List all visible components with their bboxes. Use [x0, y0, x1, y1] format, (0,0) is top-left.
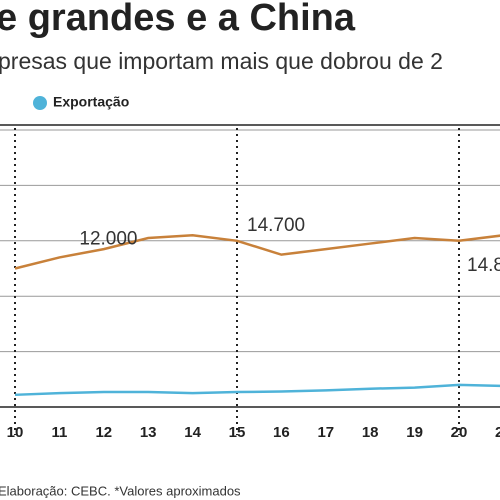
x-tick-label: 14: [184, 424, 201, 441]
chart-subtitle: presas que importam mais que dobrou de 2: [0, 48, 443, 74]
source: Elaboração: CEBC. *Valores aproximados: [0, 483, 241, 498]
x-tick-label: 11: [51, 424, 67, 441]
series-line: [14, 383, 500, 397]
x-tick-label: 20: [451, 424, 468, 441]
x-tick-label: 17: [317, 424, 334, 441]
annotation: 14.700: [247, 215, 305, 236]
series-line: [14, 234, 500, 270]
legend-swatch: [33, 96, 47, 110]
annotation: 14.8: [467, 255, 500, 276]
x-tick-label: 18: [362, 424, 379, 441]
chart-title: e grandes e a China: [0, 0, 356, 39]
x-tick-label: 12: [95, 424, 112, 441]
x-tick-label: 13: [140, 424, 157, 441]
x-tick-label: 10: [7, 424, 24, 441]
annotation: 12.000: [79, 228, 137, 249]
x-tick-label: 21: [495, 424, 500, 441]
legend-label: Exportação: [53, 94, 129, 110]
x-tick-label: 19: [406, 424, 423, 441]
x-tick-label: 15: [229, 424, 246, 441]
x-tick-label: 16: [273, 424, 290, 441]
